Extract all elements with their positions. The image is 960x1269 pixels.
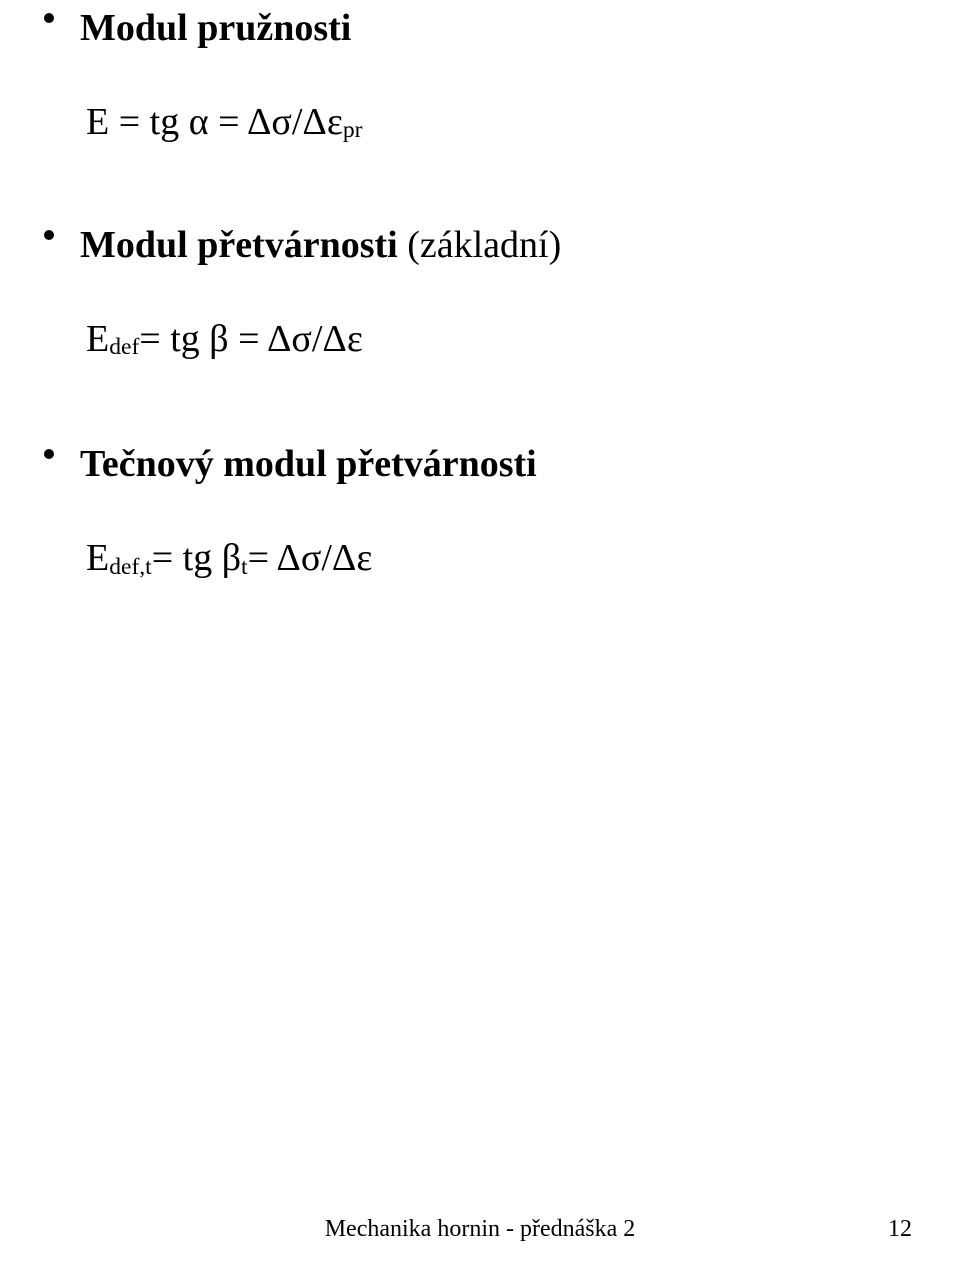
equation-1-sub: pr [343,116,363,144]
equation-2: Edef = tg β = Δσ/Δε [80,317,900,363]
heading-2: Modul přetvárnosti (základní) [80,224,561,266]
bullet-item-2: Modul přetvárnosti (základní) [80,223,900,269]
equation-3-sub2: t [241,553,248,581]
equation-1-main: E = tg α = Δσ/Δε [86,100,343,146]
equation-2-pre: E [86,317,109,363]
equation-3-post: = Δσ/Δε [248,536,373,582]
bullet-item-1: Modul pružnosti [80,6,900,52]
bullet-icon [44,13,54,23]
equation-2-post: = tg β = Δσ/Δε [139,317,363,363]
equation-2-sub: def [109,333,139,361]
equation-3-sub1: def,t [109,553,152,581]
bullet-icon [44,449,54,459]
slide-page: Modul pružnosti E = tg α = Δσ/Δεpr Modul… [0,0,960,1269]
equation-1: E = tg α = Δσ/Δεpr [80,100,900,146]
heading-2-bold: Modul přetvárnosti [80,224,398,266]
bullet-item-3: Tečnový modul přetvárnosti [80,442,900,488]
heading-3: Tečnový modul přetvárnosti [80,443,537,485]
equation-3: Edef,t = tg βt = Δσ/Δε [80,536,900,582]
bullet-icon [44,230,54,240]
heading-1: Modul pružnosti [80,7,351,49]
heading-2-rest: (základní) [398,224,562,266]
equation-3-mid: = tg β [152,536,241,582]
footer-text: Mechanika hornin - přednáška 2 [0,1216,960,1243]
page-number: 12 [888,1216,912,1243]
equation-3-pre: E [86,536,109,582]
